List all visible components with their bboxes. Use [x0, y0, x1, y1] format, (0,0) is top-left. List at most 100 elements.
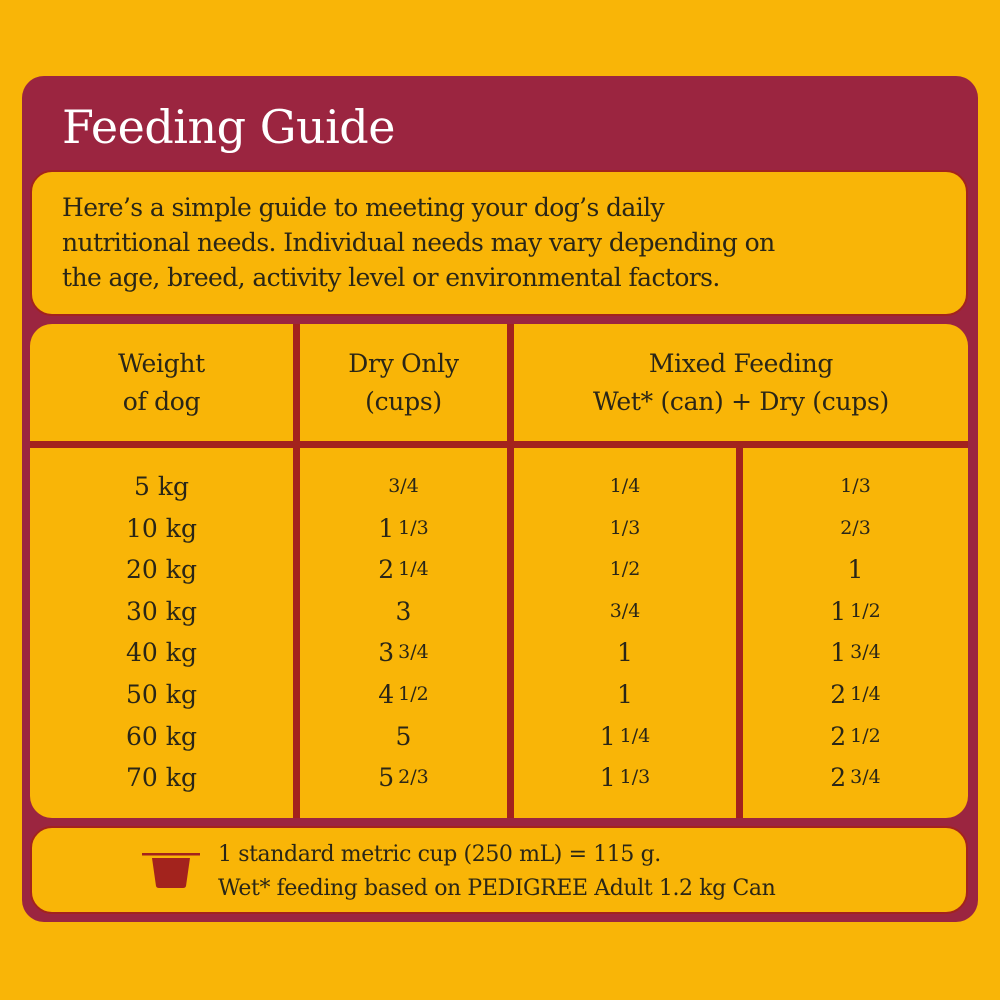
- wet-can-value-whole: 1: [599, 763, 616, 793]
- wet-can-value: 1: [617, 632, 633, 674]
- column-mixed-dry: 1/3 2/3 1 1 1/2 1 3/4 2 1/4 2 1/2 2 3/4: [743, 448, 968, 818]
- footer-line-1: 1 standard metric cup (250 mL) = 115 g.: [218, 842, 661, 867]
- mixed-dry-value: 1 3/4: [830, 632, 880, 674]
- weight-value-whole: 5 kg: [133, 472, 189, 501]
- dry-only-value-fraction: 1/4: [398, 558, 429, 581]
- intro-line-1: Here’s a simple guide to meeting your do…: [62, 193, 665, 222]
- weight-value: 40 kg: [126, 632, 197, 674]
- dry-only-value-whole: 4: [378, 679, 395, 709]
- dry-only-value: 3 3/4: [378, 632, 428, 674]
- mixed-dry-value: 1/3: [840, 466, 871, 508]
- footer-line-2: Wet* feeding based on PEDIGREE Adult 1.2…: [218, 876, 776, 901]
- wet-can-value: 1 1/3: [600, 757, 650, 799]
- page-title: Feeding Guide: [62, 100, 395, 154]
- dry-only-value-fraction: 1/2: [398, 682, 429, 705]
- wet-can-value-whole: 1: [617, 638, 633, 668]
- wet-can-value-fraction: 1/4: [619, 724, 651, 747]
- mixed-dry-value: 1: [848, 549, 864, 591]
- dry-only-value-fraction: 1/3: [398, 516, 429, 539]
- wet-can-value-fraction: 3/4: [609, 599, 641, 622]
- weight-value: 50 kg: [126, 674, 197, 716]
- footer-note: 1 standard metric cup (250 mL) = 115 g. …: [30, 826, 968, 914]
- wet-can-value-fraction: 1/2: [609, 558, 641, 581]
- dry-only-value-fraction: 3/4: [388, 475, 419, 497]
- mixed-dry-value: 2 1/4: [830, 674, 880, 716]
- header-dry-line-2: (cups): [365, 386, 442, 416]
- feeding-table: Weight of dog Dry Only (cups) Mixed Feed…: [30, 324, 968, 818]
- wet-can-value: 3/4: [610, 591, 641, 633]
- mixed-dry-value-whole: 2: [830, 721, 847, 751]
- wet-can-value: 1 1/4: [600, 716, 650, 758]
- dry-only-value-whole: 3: [395, 596, 412, 626]
- wet-can-value-fraction: 1/3: [619, 766, 651, 789]
- mixed-dry-value: 1 1/2: [830, 591, 880, 633]
- dry-only-value-fraction: 3/4: [398, 641, 429, 664]
- weight-value: 70 kg: [126, 757, 197, 799]
- wet-can-value-whole: 1: [599, 721, 616, 751]
- dry-only-value-whole: 1: [378, 513, 395, 543]
- wet-can-value: 1/4: [610, 466, 641, 508]
- header-weight-line-1: Weight: [118, 348, 205, 378]
- column-weight: 5 kg 10 kg 20 kg 30 kg 40 kg 50 kg 60 kg 70 kg: [30, 448, 293, 818]
- dry-only-value: 5: [396, 716, 412, 758]
- mixed-dry-value-fraction: 2/3: [840, 516, 871, 539]
- header-mixed-line-2: Wet* (can) + Dry (cups): [593, 386, 889, 416]
- dry-only-value: 5 2/3: [378, 757, 428, 799]
- mixed-dry-value-fraction: 1/4: [850, 682, 881, 705]
- dry-only-value: 4 1/2: [378, 674, 428, 716]
- wet-can-value: 1/2: [610, 549, 641, 591]
- column-dry-only: 3/4 1 1/3 2 1/4 3 3 3/4 4 1/2 5 5 2/3: [300, 448, 507, 818]
- dry-only-value-whole: 3: [378, 638, 395, 668]
- mixed-dry-value-fraction: 1/2: [850, 724, 881, 747]
- weight-value: 5 kg: [134, 466, 189, 508]
- mixed-dry-value-whole: 2: [830, 763, 847, 793]
- dry-only-value-whole: 2: [378, 555, 395, 585]
- mixed-dry-value: 2/3: [840, 508, 871, 550]
- weight-value-whole: 20 kg: [126, 555, 197, 585]
- weight-value-whole: 70 kg: [126, 763, 197, 793]
- column-mixed-wet: 1/4 1/3 1/2 3/4 1 1 1 1/4 1 1/3: [514, 448, 736, 818]
- mixed-dry-value-fraction: 3/4: [850, 641, 881, 664]
- wet-can-value-fraction: 1/3: [609, 516, 641, 539]
- mixed-dry-value: 2 3/4: [830, 757, 880, 799]
- wet-can-value-whole: 1: [617, 679, 633, 709]
- header-dry-only: Dry Only (cups): [300, 324, 507, 441]
- intro-line-2: nutritional needs. Individual needs may …: [62, 228, 775, 257]
- intro-box: Here’s a simple guide to meeting your do…: [30, 170, 968, 316]
- weight-value-whole: 10 kg: [126, 513, 197, 543]
- mixed-dry-value-whole: 1: [830, 596, 847, 626]
- intro-text: Here’s a simple guide to meeting your do…: [62, 190, 962, 295]
- dry-only-value-whole: 5: [378, 763, 395, 793]
- footer-text: 1 standard metric cup (250 mL) = 115 g. …: [218, 838, 776, 906]
- intro-line-3: the age, breed, activity level or enviro…: [62, 263, 720, 292]
- dry-only-value: 3: [396, 591, 412, 633]
- dry-only-value-whole: 5: [395, 721, 412, 751]
- wet-can-value-fraction: 1/4: [609, 475, 641, 497]
- weight-value-whole: 30 kg: [126, 596, 197, 626]
- header-weight-line-2: of dog: [122, 386, 201, 416]
- mixed-dry-value: 2 1/2: [830, 716, 880, 758]
- header-mixed-feeding: Mixed Feeding Wet* (can) + Dry (cups): [514, 324, 968, 441]
- weight-value-whole: 50 kg: [126, 679, 197, 709]
- wet-can-value: 1: [617, 674, 633, 716]
- weight-value: 10 kg: [126, 508, 197, 550]
- wet-can-value: 1/3: [610, 508, 641, 550]
- dry-only-value: 1 1/3: [378, 508, 428, 550]
- mixed-dry-value-fraction: 1/2: [850, 599, 881, 622]
- dry-only-value: 2 1/4: [378, 549, 428, 591]
- mixed-dry-value-whole: 1: [847, 555, 864, 585]
- measuring-cup-icon: [142, 853, 200, 888]
- weight-value: 30 kg: [126, 591, 197, 633]
- header-mixed-line-1: Mixed Feeding: [648, 348, 834, 378]
- dry-only-value-fraction: 2/3: [398, 766, 429, 789]
- weight-value-whole: 60 kg: [126, 721, 197, 751]
- mixed-dry-value-fraction: 1/3: [840, 475, 871, 497]
- dry-only-value: 3/4: [388, 466, 419, 508]
- weight-value: 60 kg: [126, 716, 197, 758]
- header-weight: Weight of dog: [30, 324, 293, 441]
- mixed-dry-value-whole: 1: [830, 638, 847, 668]
- weight-value: 20 kg: [126, 549, 197, 591]
- weight-value-whole: 40 kg: [126, 638, 197, 668]
- header-dry-line-1: Dry Only: [348, 348, 459, 378]
- mixed-dry-value-whole: 2: [830, 679, 847, 709]
